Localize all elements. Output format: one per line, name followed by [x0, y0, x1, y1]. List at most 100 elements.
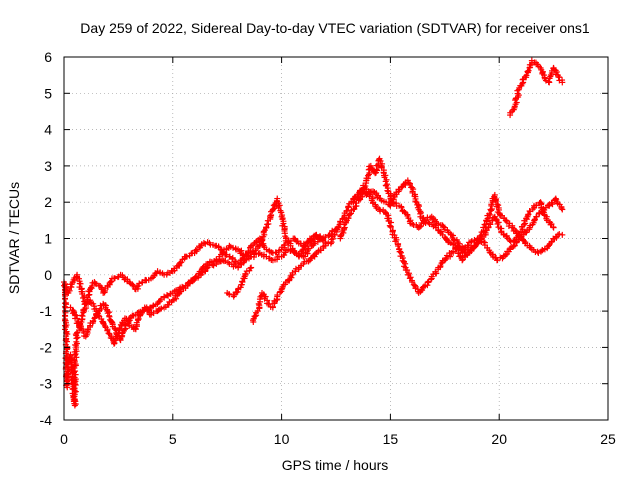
- data-point: [401, 208, 408, 215]
- data-point: [141, 306, 148, 313]
- data-point: [263, 246, 270, 253]
- data-point: [450, 241, 457, 248]
- data-point: [290, 248, 297, 255]
- data-point: [437, 263, 444, 270]
- data-point: [105, 330, 112, 337]
- data-point: [158, 305, 165, 312]
- data-point: [559, 231, 566, 238]
- data-point: [135, 316, 142, 323]
- y-tick-label: 0: [44, 267, 52, 283]
- data-point: [104, 310, 111, 317]
- data-point: [419, 287, 426, 294]
- data-point: [416, 223, 423, 230]
- data-point: [428, 276, 435, 283]
- data-point: [219, 257, 226, 264]
- x-tick-label: 10: [274, 431, 290, 447]
- y-axis-title: SDTVAR / TECUs: [6, 182, 22, 294]
- data-point: [164, 292, 171, 299]
- data-marks: [61, 57, 566, 409]
- data-point: [548, 221, 555, 228]
- data-point: [395, 243, 402, 250]
- data-point: [512, 227, 519, 234]
- x-tick-label: 25: [600, 431, 616, 447]
- data-point: [351, 205, 358, 212]
- data-point: [515, 232, 522, 239]
- data-point: [355, 191, 362, 198]
- data-point: [533, 202, 540, 209]
- data-point: [245, 247, 252, 254]
- x-axis-title: GPS time / hours: [282, 457, 389, 473]
- data-point: [447, 253, 454, 260]
- y-tick-label: 3: [44, 158, 52, 174]
- data-point: [179, 283, 186, 290]
- data-point: [158, 296, 165, 303]
- data-point: [545, 78, 552, 85]
- data-point: [524, 68, 531, 75]
- data-point: [559, 206, 566, 213]
- data-point: [363, 191, 370, 198]
- data-point: [556, 231, 563, 238]
- data-point: [412, 198, 419, 205]
- data-point: [468, 238, 475, 245]
- x-tick-label: 0: [60, 431, 68, 447]
- data-point: [502, 251, 509, 258]
- data-point: [112, 326, 119, 333]
- data-point: [486, 210, 493, 217]
- data-point: [327, 240, 334, 247]
- data-point: [558, 205, 565, 212]
- data-point: [322, 233, 329, 240]
- data-point: [351, 195, 358, 202]
- data-point: [276, 202, 283, 209]
- data-point: [203, 265, 210, 272]
- axis-ticks: 0 5 10 15 20 25 -4 -3 -2 -1 0 1 2 3 4 5 6: [40, 49, 616, 447]
- data-point: [550, 224, 557, 231]
- data-point: [258, 236, 265, 243]
- data-point: [489, 205, 496, 212]
- data-point: [63, 338, 70, 345]
- data-point: [329, 227, 336, 234]
- data-point: [421, 218, 428, 225]
- data-point: [133, 283, 140, 290]
- data-point: [79, 313, 86, 320]
- y-tick-label: 4: [44, 122, 52, 138]
- data-point: [260, 228, 267, 235]
- data-point: [307, 237, 314, 244]
- data-point: [134, 309, 141, 316]
- data-point: [71, 374, 78, 381]
- data-point: [107, 279, 114, 286]
- y-tick-label: 5: [44, 85, 52, 101]
- data-point: [200, 239, 207, 246]
- data-point: [263, 224, 270, 231]
- y-tick-label: -1: [40, 303, 53, 319]
- data-point: [173, 295, 180, 302]
- data-point: [108, 278, 115, 285]
- data-point: [420, 283, 427, 290]
- data-point: [399, 257, 406, 264]
- data-point: [449, 248, 456, 255]
- data-point: [243, 256, 250, 263]
- data-point: [307, 255, 314, 262]
- data-point: [193, 246, 200, 253]
- y-tick-label: -4: [40, 412, 53, 428]
- data-point: [525, 67, 532, 74]
- data-point: [255, 250, 262, 257]
- data-point: [396, 248, 403, 255]
- data-point: [184, 282, 191, 289]
- data-point: [248, 264, 255, 271]
- y-tick-label: 1: [44, 231, 52, 247]
- data-point: [384, 187, 391, 194]
- y-tick-label: -3: [40, 376, 53, 392]
- data-point: [299, 247, 306, 254]
- data-point: [98, 305, 105, 312]
- data-point: [559, 79, 566, 86]
- x-tick-label: 20: [491, 431, 507, 447]
- data-point: [281, 241, 288, 248]
- data-point: [76, 325, 83, 332]
- data-point: [467, 239, 474, 246]
- data-point: [129, 281, 136, 288]
- data-point: [226, 242, 233, 249]
- data-point: [219, 248, 226, 255]
- data-point: [494, 220, 501, 227]
- data-point: [346, 211, 353, 218]
- data-point: [325, 232, 332, 239]
